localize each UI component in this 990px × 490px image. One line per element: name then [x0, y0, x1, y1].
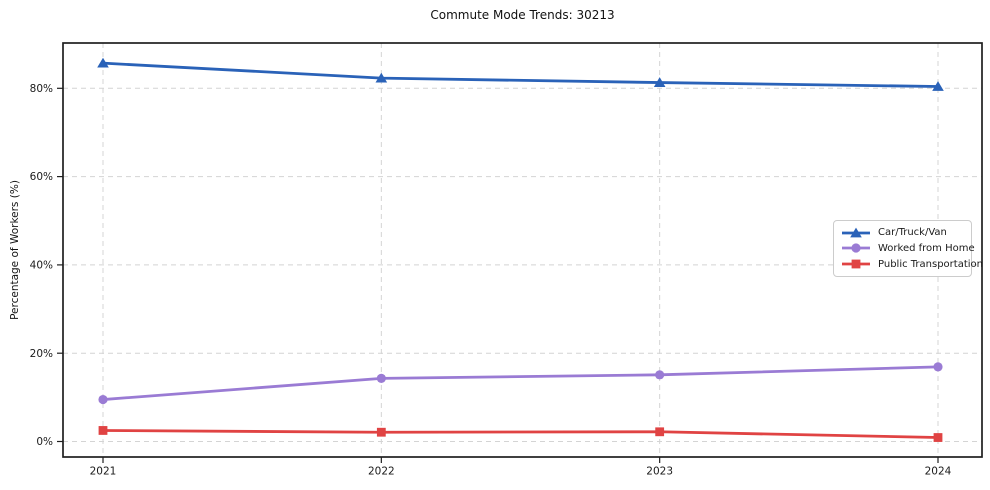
legend-line-sample: [842, 227, 870, 238]
series-line-car-truck-van: [101, 61, 940, 88]
series-line-worked-from-home: [101, 365, 940, 401]
square-icon: [851, 259, 861, 269]
marker-car-truck-van: [97, 57, 109, 68]
marker-worked-from-home: [933, 362, 943, 372]
y-tick-label: 60%: [30, 171, 53, 183]
legend-item-car-truck-van: Car/Truck/Van: [841, 225, 964, 240]
y-tick-label: 20%: [30, 348, 53, 360]
x-tick-label: 2022: [368, 466, 395, 478]
series-line-public-transportation: [101, 429, 940, 439]
marker-public-transportation: [655, 427, 665, 437]
marker-public-transportation: [933, 433, 943, 442]
marker-worked-from-home: [655, 370, 665, 380]
y-tick-label: 0%: [36, 436, 53, 448]
marker-public-transportation: [98, 426, 108, 435]
y-tick-label: 40%: [30, 260, 53, 272]
x-tick-label: 2021: [90, 466, 117, 478]
marker-car-truck-van: [375, 72, 388, 83]
plot-border: [62, 42, 983, 458]
marker-car-truck-van: [653, 77, 666, 87]
legend-line-sample: [842, 243, 870, 254]
marker-worked-from-home: [98, 394, 108, 405]
chart-title: Commute Mode Trends: 30213: [430, 8, 615, 22]
legend: Car/Truck/Van Worked from Home Public Tr…: [833, 220, 983, 277]
legend-label: Public Transportation: [878, 258, 983, 270]
marker-public-transportation: [376, 427, 386, 437]
legend-item-public-transportation: Public Transportation: [841, 257, 983, 272]
legend-swatch-car-truck-van: [841, 226, 871, 240]
x-tick-label: 2024: [925, 466, 952, 478]
legend-label: Worked from Home: [878, 242, 975, 254]
y-tick-label: 80%: [30, 83, 53, 95]
legend-item-worked-from-home: Worked from Home: [841, 241, 975, 256]
x-tick-label: 2023: [646, 466, 673, 478]
legend-swatch-public-transportation: [841, 257, 871, 271]
triangle-icon: [850, 227, 862, 238]
marker-car-truck-van: [932, 81, 944, 91]
legend-swatch-worked-from-home: [841, 241, 871, 255]
legend-line-sample: [842, 259, 870, 269]
circle-icon: [851, 243, 861, 254]
legend-label: Car/Truck/Van: [878, 227, 947, 239]
marker-worked-from-home: [376, 373, 386, 383]
